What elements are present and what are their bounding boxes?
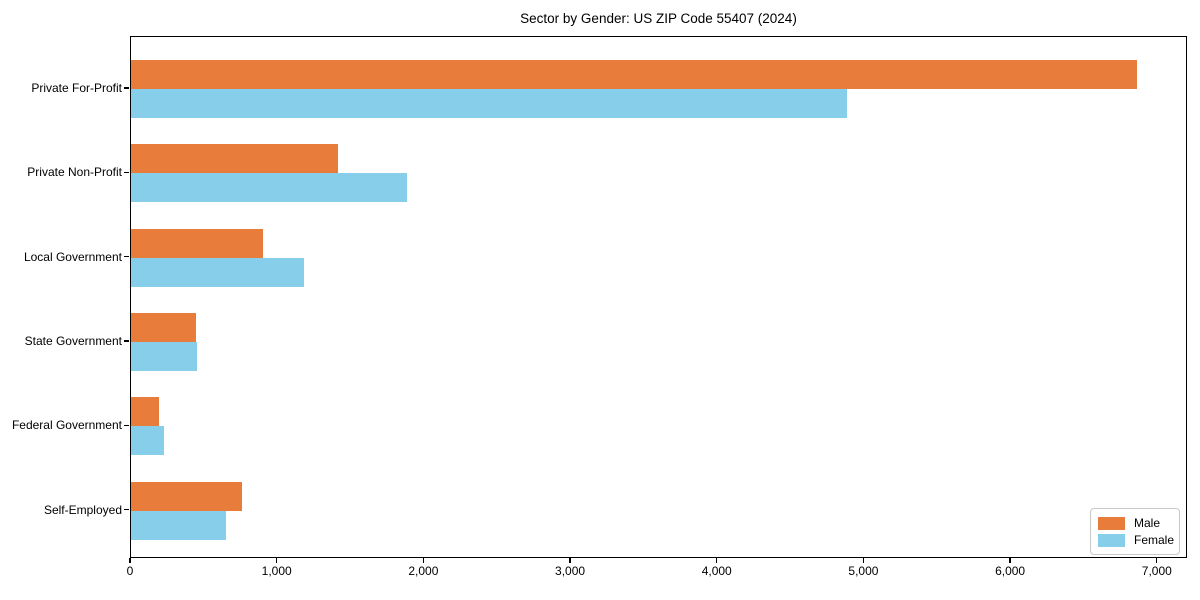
y-tick — [124, 255, 129, 258]
bar-male-federal-government — [131, 397, 159, 427]
bar-female-self-employed — [131, 510, 226, 540]
bar-female-federal-government — [131, 426, 164, 456]
bar-female-state-government — [131, 341, 197, 371]
y-axis-label-local-government: Local Government — [23, 249, 122, 264]
x-tick — [129, 558, 131, 563]
y-tick — [124, 424, 129, 426]
x-tick — [569, 558, 571, 563]
plot-area — [130, 36, 1187, 558]
chart-title: Sector by Gender: US ZIP Code 55407 (202… — [520, 11, 797, 26]
x-tick — [862, 558, 865, 563]
y-axis-label-private-for-profit: Private For-Profit — [31, 81, 122, 95]
legend: Male Female — [1090, 508, 1180, 555]
bar-female-private-for-profit — [131, 89, 847, 118]
bar-male-local-government — [131, 228, 263, 258]
male-series-swatch — [1098, 516, 1125, 530]
x-tick-label-6-000: 6,000 — [995, 564, 1026, 578]
x-tick-label-1-000: 1,000 — [261, 564, 292, 578]
legend-item-female: Female — [1098, 532, 1179, 547]
x-tick-label-3-000: 3,000 — [555, 564, 586, 578]
x-tick — [1009, 558, 1011, 563]
x-tick — [422, 558, 425, 563]
x-tick-label-4-000: 4,000 — [701, 564, 732, 578]
y-tick — [124, 340, 129, 342]
y-axis-label-self-employed: Self-Employed — [43, 502, 122, 517]
legend-label-female: Female — [1134, 532, 1175, 547]
x-tick-label-2-000: 2,000 — [408, 564, 439, 578]
y-tick — [124, 171, 129, 173]
bar-male-private-for-profit — [131, 60, 1137, 89]
x-tick-label-5-000: 5,000 — [848, 564, 879, 578]
x-tick — [1156, 558, 1158, 563]
y-axis-label-federal-government: Federal Government — [11, 418, 122, 433]
bar-male-self-employed — [131, 481, 242, 511]
x-tick — [275, 558, 278, 563]
legend-label-male: Male — [1134, 515, 1161, 530]
bar-male-private-non-profit — [131, 144, 338, 174]
female-series-swatch — [1098, 533, 1125, 547]
y-axis-label-private-non-profit: Private Non-Profit — [27, 165, 122, 180]
bar-male-state-government — [131, 312, 196, 342]
x-tick-label-7-000: 7,000 — [1141, 564, 1172, 578]
x-tick — [716, 558, 718, 563]
legend-item-male: Male — [1098, 515, 1179, 530]
bar-female-private-non-profit — [131, 173, 407, 203]
y-axis-label-state-government: State Government — [24, 333, 122, 348]
y-tick — [124, 87, 129, 89]
bar-female-local-government — [131, 257, 304, 287]
x-tick-label-0: 0 — [126, 564, 134, 578]
y-tick — [124, 508, 129, 511]
